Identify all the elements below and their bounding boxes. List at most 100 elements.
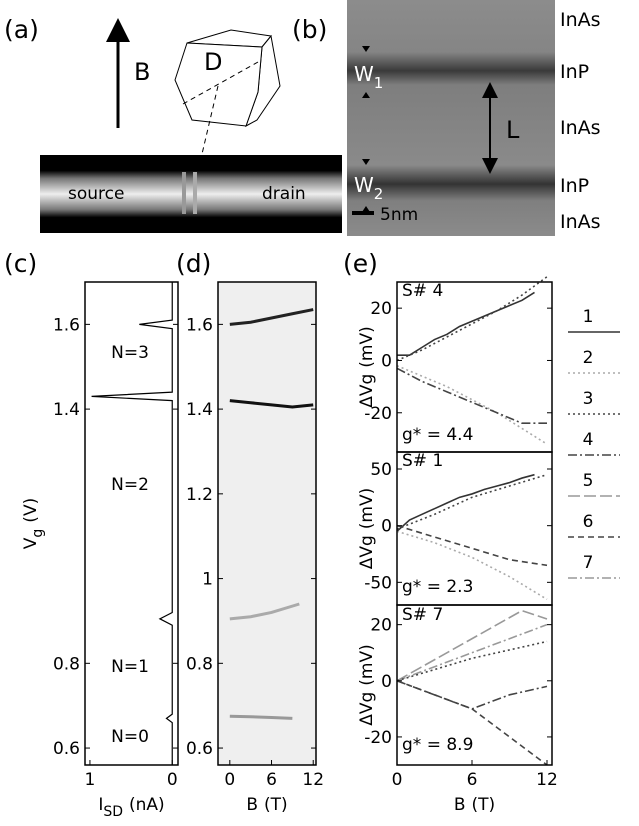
annotation: N=0 — [111, 727, 149, 747]
plot-frame — [84, 281, 179, 766]
annotation: g* = 4.4 — [402, 425, 473, 445]
scale-label: 5nm — [380, 205, 418, 225]
annotation: g* = 2.3 — [402, 577, 473, 597]
annotation: N=2 — [111, 475, 149, 495]
y-axis-label-unit: (mV) — [357, 326, 377, 367]
legend-label: 1 — [583, 307, 594, 327]
plot-background — [218, 282, 316, 765]
w2-sub: 2 — [374, 185, 384, 203]
y-tick-label: 1.6 — [53, 315, 80, 335]
field-label: B — [134, 58, 150, 86]
length-label: L — [506, 116, 520, 144]
x-tick-label: 6 — [467, 770, 478, 790]
series-line — [397, 291, 535, 357]
series-line — [229, 714, 293, 720]
series-line — [396, 623, 548, 682]
y-tick-label: 1.6 — [186, 315, 213, 335]
y-axis-label: ΔVg (mV) — [357, 644, 377, 726]
layer-label: InAs — [560, 211, 601, 233]
w2-text: W — [354, 173, 374, 197]
x-tick-label: 12 — [302, 770, 324, 790]
plot-frame — [396, 604, 553, 766]
series-line — [396, 680, 548, 710]
plot-frame — [217, 281, 317, 766]
y-axis-label-text: ΔVg — [357, 535, 377, 569]
y-axis-label-text: ΔVg — [357, 692, 377, 726]
x-tick-label: 1 — [85, 770, 96, 790]
y-tick-label: -20 — [364, 728, 392, 748]
y-axis-label: ΔVg (mV) — [357, 488, 377, 570]
legend-label: 3 — [583, 389, 594, 409]
annotation: N=3 — [111, 343, 149, 363]
y-tick-label: 50 — [370, 460, 392, 480]
layer-label: InP — [560, 175, 589, 197]
y-axis-label: ΔVg (mV) — [357, 326, 377, 408]
panel-label: (e) — [343, 249, 378, 278]
legend-label: 6 — [583, 512, 594, 532]
y-tick-label: 0.8 — [53, 654, 80, 674]
panel-label: (c) — [4, 249, 37, 278]
series-line — [396, 530, 548, 601]
drain-label: drain — [262, 184, 306, 204]
x-tick-label: 0 — [224, 770, 235, 790]
x-axis-label-unit: (T) — [264, 795, 288, 815]
y-tick-label: -20 — [364, 404, 392, 424]
annotation: N=1 — [111, 657, 149, 677]
y-axis-label-text: V — [21, 537, 41, 549]
layer-label: InAs — [560, 117, 601, 139]
x-axis-label-text: B — [246, 795, 258, 815]
y-tick-label: 0.6 — [186, 739, 213, 759]
y-axis-label-unit: (mV) — [357, 644, 377, 685]
annotation: S# 1 — [402, 451, 443, 471]
x-tick-label: 6 — [266, 770, 277, 790]
y-axis-label-unit: (mV) — [357, 488, 377, 529]
series-line — [396, 367, 547, 425]
x-axis-label-text: B — [454, 795, 466, 815]
dot-region — [193, 172, 197, 214]
y-tick-label: 0.6 — [53, 739, 80, 759]
legend-label: 2 — [583, 348, 594, 368]
x-tick-label: 12 — [536, 770, 558, 790]
series-line — [229, 308, 314, 326]
y-tick-label: 1.2 — [186, 485, 213, 505]
dot-region — [182, 172, 186, 214]
y-tick-label: 20 — [370, 299, 392, 319]
y-tick-label: 0 — [381, 351, 392, 371]
panel-label: (d) — [176, 249, 211, 278]
series-line — [396, 473, 535, 532]
y-tick-label: 1.4 — [186, 400, 213, 420]
layer-label: InP — [560, 61, 589, 83]
panel-label: (a) — [4, 15, 39, 44]
y-tick-label: 0 — [381, 672, 392, 692]
y-axis-label-text: ΔVg — [357, 374, 377, 408]
y-axis-label-sub: g — [30, 529, 46, 538]
w1-sub: 1 — [374, 74, 384, 92]
series-line — [396, 276, 548, 362]
x-axis-label: B (T) — [246, 795, 287, 815]
source-label: source — [68, 184, 124, 204]
nanowire-image — [40, 155, 342, 233]
x-axis-label-unit: (nA) — [129, 795, 165, 815]
annotation: S# 4 — [402, 281, 443, 301]
x-axis-label: ISD (nA) — [98, 795, 164, 820]
series-line — [229, 399, 314, 409]
series-line — [229, 602, 300, 621]
x-axis-label-sub: SD — [103, 804, 123, 820]
series-line — [396, 680, 548, 766]
w1-label: W1 — [354, 62, 383, 92]
dot-label: D — [204, 48, 222, 76]
y-axis-label-unit: (V) — [21, 498, 41, 523]
x-tick-label: 0 — [167, 770, 178, 790]
series-line — [396, 609, 548, 682]
y-tick-label: 1 — [202, 570, 213, 590]
series-line — [396, 640, 548, 682]
layer-label: InAs — [560, 9, 601, 31]
y-tick-label: 1.4 — [53, 400, 80, 420]
series-line — [396, 364, 548, 445]
y-tick-label: 0.8 — [186, 654, 213, 674]
annotation: g* = 8.9 — [402, 735, 473, 755]
annotation: S# 7 — [402, 605, 443, 625]
legend-label: 4 — [583, 430, 594, 450]
x-tick-label: 0 — [392, 770, 403, 790]
